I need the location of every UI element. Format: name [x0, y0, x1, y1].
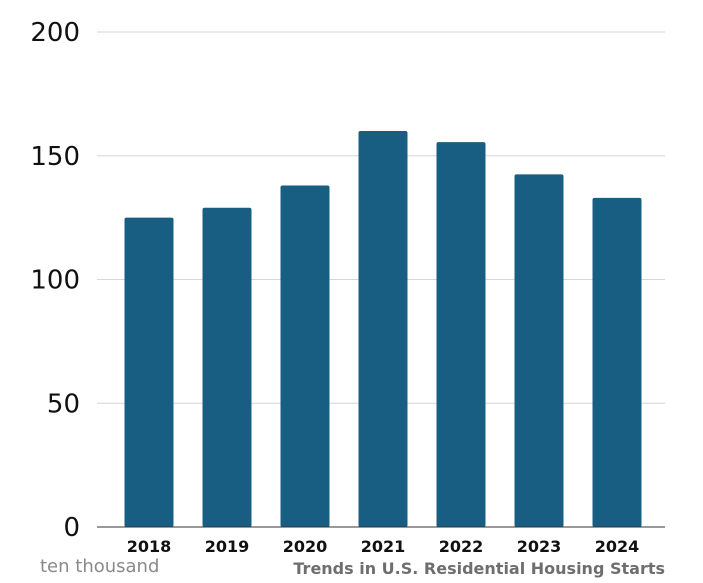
bar-2020 — [280, 185, 330, 527]
x-tick-label: 2023 — [517, 537, 562, 556]
x-tick-label: 2024 — [595, 537, 640, 556]
y-tick-label: 50 — [47, 389, 80, 419]
x-axis-ticks: 2018 2019 2020 2021 2022 2023 2024 — [127, 537, 640, 556]
y-axis-unit-label: ten thousand — [40, 556, 159, 577]
bars — [124, 131, 642, 527]
bar-2019 — [202, 207, 252, 527]
x-tick-label: 2019 — [205, 537, 250, 556]
bar-2018 — [124, 217, 174, 527]
bar-2024 — [592, 197, 642, 527]
bar-2023 — [514, 174, 564, 527]
y-tick-label: 150 — [30, 142, 80, 172]
bar-2022 — [436, 142, 486, 527]
x-tick-label: 2022 — [439, 537, 484, 556]
chart-title: Trends in U.S. Residential Housing Start… — [293, 559, 665, 578]
x-tick-label: 2021 — [361, 537, 406, 556]
y-tick-label: 0 — [63, 513, 80, 543]
y-tick-label: 200 — [30, 18, 80, 48]
y-tick-label: 100 — [30, 266, 80, 296]
x-tick-label: 2020 — [283, 537, 328, 556]
bar-2021 — [358, 131, 408, 527]
x-tick-label: 2018 — [127, 537, 172, 556]
y-axis-ticks: 0 50 100 150 200 — [30, 18, 80, 543]
